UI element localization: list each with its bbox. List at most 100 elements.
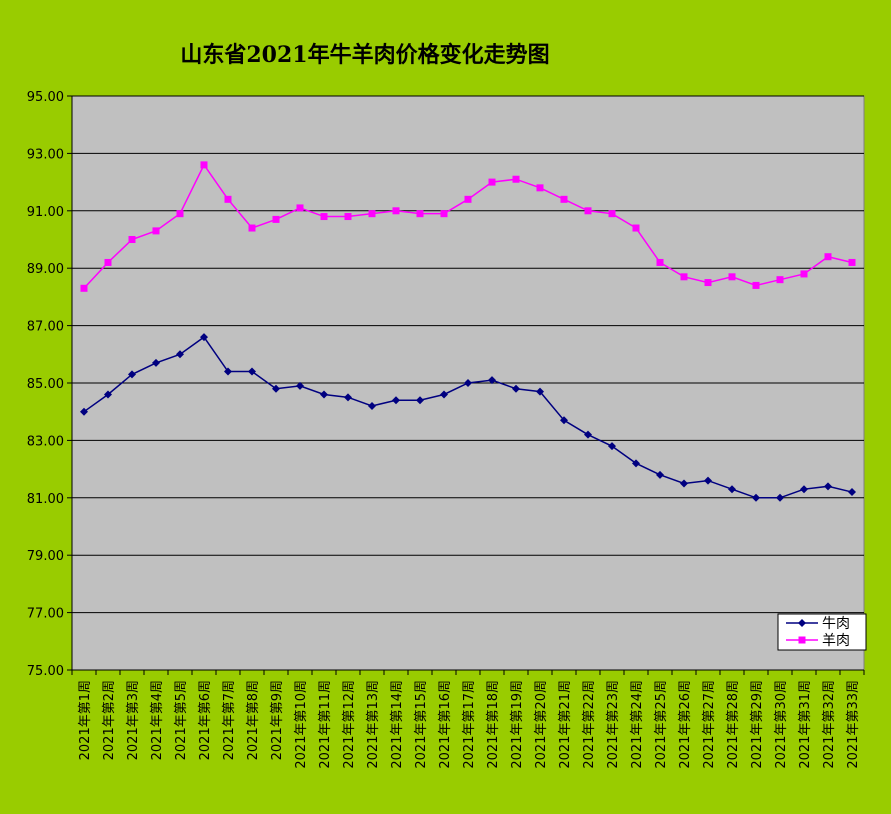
data-point-mutton: [608, 210, 616, 218]
x-tick-label: 2021年第18周: [486, 680, 501, 769]
data-point-mutton: [488, 178, 496, 186]
data-point-beef: [80, 407, 88, 416]
data-point-beef: [248, 367, 256, 376]
x-tick-label: 2021年第1周: [78, 680, 93, 760]
legend-label-beef: 牛肉: [822, 616, 850, 632]
gridlines: [72, 95, 864, 614]
x-tick-label: 2021年第22周: [582, 680, 597, 769]
x-tick-label: 2021年第7周: [222, 680, 237, 760]
x-tick-label: 2021年第20周: [534, 680, 549, 769]
data-point-beef: [776, 493, 784, 502]
data-point-beef: [344, 393, 352, 402]
x-tick-label: 2021年第2周: [102, 680, 117, 760]
series: [80, 161, 856, 502]
data-point-beef: [800, 485, 808, 494]
x-tick-label: 2021年第21周: [558, 680, 573, 769]
y-tick-label: 81.00: [27, 492, 64, 507]
y-tick-label: 93.00: [27, 147, 64, 162]
chart-title: 山东省2021年牛羊肉价格变化走势图: [180, 42, 549, 68]
data-point-beef: [176, 350, 184, 359]
data-point-beef: [560, 416, 568, 425]
x-tick-label: 2021年第26周: [678, 680, 693, 769]
data-point-beef: [704, 476, 712, 485]
data-point-mutton: [464, 195, 472, 203]
x-tick-label: 2021年第30周: [774, 680, 789, 769]
data-point-beef: [320, 390, 328, 399]
data-point-mutton: [296, 204, 304, 212]
data-point-beef: [464, 379, 472, 387]
x-tick-label: 2021年第14周: [390, 680, 405, 769]
y-tick-label: 87.00: [27, 320, 64, 335]
data-point-beef: [728, 485, 736, 494]
data-point-mutton: [752, 281, 760, 289]
axes: 75.00 77.00 79.00 81.00 83.00 85.00 87.00 89.00…: [27, 90, 865, 769]
data-point-beef: [392, 396, 400, 405]
data-point-beef: [752, 493, 760, 502]
data-point-mutton: [320, 213, 328, 221]
data-point-mutton: [800, 270, 808, 278]
data-point-mutton: [248, 224, 256, 232]
data-point-mutton: [560, 195, 568, 203]
x-tick-label: 2021年第31周: [798, 680, 813, 769]
data-point-beef: [440, 390, 448, 399]
x-tick-label: 2021年第12周: [342, 680, 357, 769]
y-tick-label: 91.00: [27, 205, 64, 220]
data-point-beef: [848, 488, 856, 497]
x-tick-label: 2021年第29周: [750, 680, 765, 769]
data-point-beef: [632, 459, 640, 468]
x-tick-label: 2021年第24周: [630, 680, 645, 769]
x-tick-label: 2021年第27周: [702, 680, 717, 769]
data-point-mutton: [848, 258, 856, 266]
x-tick-label: 2021年第10周: [294, 680, 309, 769]
x-tick-label: 2021年第4周: [150, 680, 165, 760]
y-tick-label: 85.00: [27, 377, 64, 392]
data-point-beef: [152, 358, 160, 367]
data-point-beef: [536, 387, 544, 396]
y-tick-label: 83.00: [27, 434, 64, 449]
data-point-beef: [296, 381, 304, 390]
data-point-mutton: [824, 253, 832, 261]
data-point-mutton: [392, 207, 400, 215]
x-tick-label: 2021年第23周: [606, 680, 621, 769]
data-point-mutton: [776, 276, 784, 284]
x-tick-label: 2021年第33周: [846, 680, 861, 769]
y-tick-label: 79.00: [27, 549, 64, 564]
data-point-mutton: [344, 213, 352, 221]
data-point-beef: [128, 370, 136, 379]
x-tick-label: 2021年第19周: [510, 680, 525, 769]
x-tick-label: 2021年第3周: [126, 680, 141, 760]
legend-label-mutton: 羊肉: [822, 633, 850, 649]
legend-box: [777, 613, 867, 651]
x-tick-label: 2021年第16周: [438, 680, 453, 769]
data-point-mutton: [368, 210, 376, 218]
x-tick-label: 2021年第9周: [270, 680, 285, 760]
data-point-mutton: [152, 227, 160, 235]
data-point-beef: [416, 396, 424, 405]
data-point-mutton: [728, 273, 736, 281]
legend: 牛肉 羊肉: [777, 613, 867, 651]
data-point-beef: [200, 333, 208, 342]
y-tick-label: 77.00: [27, 607, 64, 622]
data-point-mutton: [224, 195, 232, 203]
data-point-beef: [368, 401, 376, 410]
data-point-mutton: [584, 207, 592, 215]
data-point-mutton: [176, 210, 184, 218]
x-tick-label: 2021年第5周: [174, 680, 189, 760]
x-tick-label: 2021年第28周: [726, 680, 741, 769]
legend-marker-beef: [798, 619, 806, 627]
data-point-beef: [104, 390, 112, 399]
data-point-mutton: [104, 258, 112, 266]
data-point-mutton: [440, 210, 448, 218]
x-tick-label: 2021年第13周: [366, 680, 381, 769]
data-point-mutton: [680, 273, 688, 281]
x-tick-label: 2021年第32周: [822, 680, 837, 769]
data-point-beef: [512, 384, 520, 393]
data-point-beef: [824, 482, 832, 491]
data-point-mutton: [200, 161, 208, 169]
legend-marker-mutton: [798, 636, 806, 644]
x-tick-label: 2021年第17周: [462, 680, 477, 769]
x-tick-label: 2021年第6周: [198, 680, 213, 760]
data-point-mutton: [80, 284, 88, 292]
data-point-mutton: [536, 184, 544, 192]
x-tick-label: 2021年第25周: [654, 680, 669, 769]
